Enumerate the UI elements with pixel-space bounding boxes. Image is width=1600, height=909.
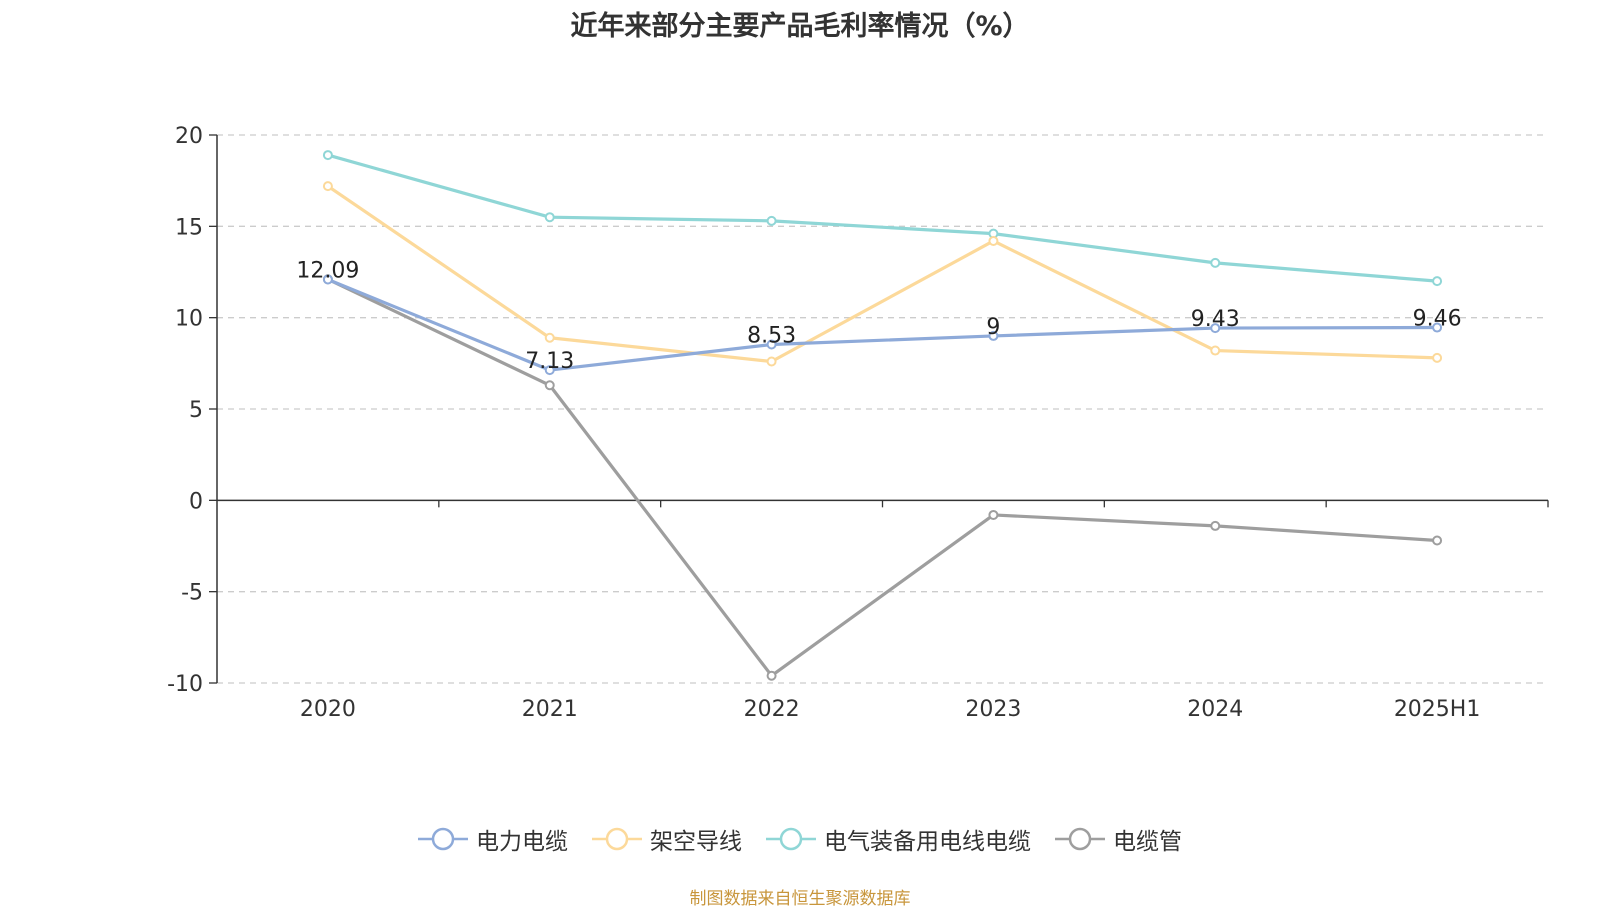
legend-marker-icon	[766, 827, 816, 851]
data-point	[322, 181, 333, 192]
data-label: 9.43	[1191, 307, 1240, 332]
data-point	[1432, 352, 1443, 363]
data-point	[988, 235, 999, 246]
y-tick-label: 10	[175, 307, 203, 332]
legend-item[interactable]: 架空导线	[592, 822, 742, 856]
y-tick-label: 15	[175, 215, 203, 240]
data-point	[1432, 535, 1443, 546]
y-tick-label: 5	[189, 398, 203, 423]
data-label: 12.09	[296, 258, 359, 283]
data-point	[322, 150, 333, 161]
data-point	[766, 339, 777, 350]
data-point	[1210, 323, 1221, 334]
series-layer	[322, 150, 1443, 681]
data-point	[1432, 276, 1443, 287]
data-point	[544, 380, 555, 391]
chart-title: 近年来部分主要产品毛利率情况（%）	[570, 11, 1030, 42]
data-point	[766, 356, 777, 367]
series-line-1	[327, 184, 1438, 364]
data-point	[766, 215, 777, 226]
data-point	[1432, 322, 1443, 333]
data-point	[544, 212, 555, 223]
legend-label: 电缆管	[1113, 829, 1182, 855]
data-point	[1210, 257, 1221, 268]
legend-marker-icon	[1055, 827, 1105, 851]
y-tick-label: 0	[189, 489, 203, 514]
y-tick-label: -5	[181, 581, 203, 606]
data-label: 8.53	[747, 324, 796, 349]
data-point	[1210, 520, 1221, 531]
legend-label: 电气装备用电线电缆	[824, 829, 1031, 855]
grid-layer	[217, 134, 1548, 684]
x-tick-label: 2020	[300, 697, 356, 722]
legend-marker-icon	[592, 827, 642, 851]
data-point	[766, 670, 777, 681]
legend-marker-icon	[418, 827, 468, 851]
data-label-layer: 12.09 7.13 8.53 9 9.43 9.46	[296, 258, 1461, 374]
y-tick-label: -10	[167, 672, 203, 697]
source-note: 制图数据来自恒生聚源数据库	[689, 889, 911, 909]
data-point	[988, 509, 999, 520]
x-tick-label: 2025H1	[1394, 697, 1481, 722]
data-point	[544, 332, 555, 343]
data-label: 7.13	[525, 349, 574, 374]
legend-item[interactable]: 电气装备用电线电缆	[766, 822, 1031, 856]
data-label: 9.46	[1413, 307, 1462, 332]
y-tick-label: 20	[175, 124, 203, 149]
legend-item[interactable]: 电力电缆	[418, 822, 568, 856]
series-line-0	[327, 278, 1438, 372]
x-tick-label: 2023	[965, 697, 1021, 722]
legend: 电力电缆 架空导线 电气装备用电线电缆 电缆管	[0, 822, 1600, 856]
legend-item[interactable]: 电缆管	[1055, 822, 1182, 856]
data-point	[322, 274, 333, 285]
data-point	[988, 330, 999, 341]
data-label: 9	[986, 315, 1000, 340]
series-line-3	[327, 277, 1438, 678]
legend-label: 电力电缆	[476, 829, 568, 855]
x-tick-label: 2021	[522, 697, 578, 722]
data-point	[1210, 345, 1221, 356]
series-line-2	[327, 153, 1438, 283]
x-tick-label: 2022	[744, 697, 800, 722]
x-tick-label: 2024	[1187, 697, 1243, 722]
legend-label: 架空导线	[650, 829, 742, 855]
data-point	[544, 365, 555, 376]
